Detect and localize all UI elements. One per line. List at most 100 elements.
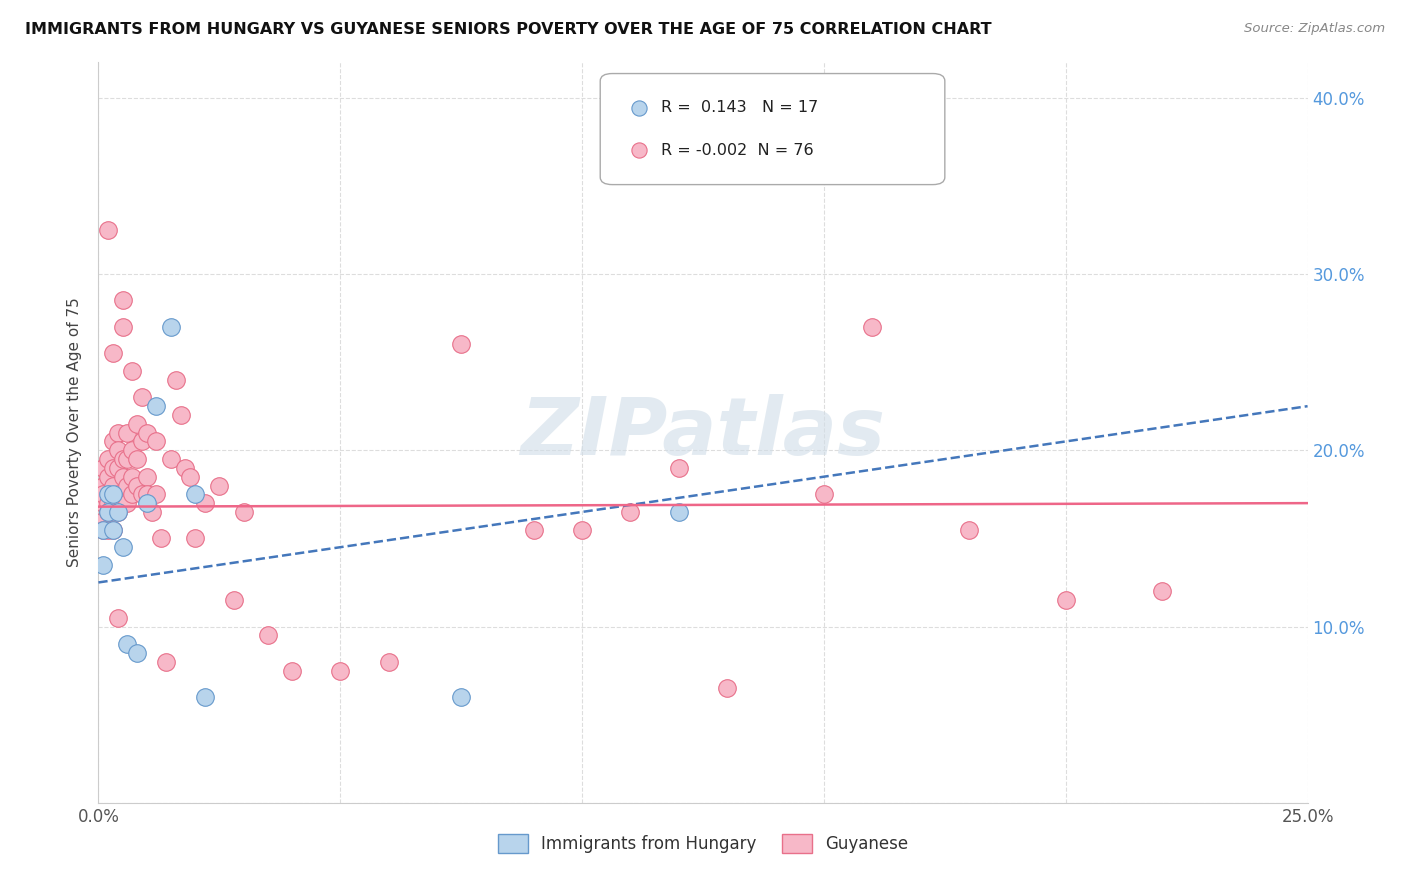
Point (957, 523, 980, 537)
Point (668, 505, 690, 519)
Point (329, 664, 352, 678)
Point (1054, 593, 1077, 607)
Point (111, 540, 134, 554)
Point (91, 478, 114, 492)
Point (131, 487, 153, 501)
Point (107, 487, 129, 501)
Point (117, 425, 139, 440)
Point (813, 487, 835, 501)
Point (131, 390, 153, 404)
Text: IMMIGRANTS FROM HUNGARY VS GUYANESE SENIORS POVERTY OVER THE AGE OF 75 CORRELATI: IMMIGRANTS FROM HUNGARY VS GUYANESE SENI… (25, 22, 993, 37)
Point (121, 487, 143, 501)
Text: R =  0.143   N = 17: R = 0.143 N = 17 (661, 101, 818, 115)
Point (101, 487, 124, 501)
Point (101, 346, 124, 360)
Point (127, 417, 149, 431)
Point (232, 505, 254, 519)
Point (174, 461, 197, 475)
Point (97, 487, 120, 501)
Point (121, 469, 143, 483)
Point (91, 523, 114, 537)
Point (91, 558, 114, 572)
Point (1152, 584, 1174, 599)
Point (281, 664, 304, 678)
Point (127, 646, 149, 660)
Point (127, 452, 149, 467)
Point (111, 319, 134, 334)
Point (101, 496, 124, 510)
Point (179, 469, 201, 483)
Point (107, 505, 129, 519)
Point (571, 523, 593, 537)
Point (160, 452, 183, 467)
Point (107, 505, 129, 519)
Point (111, 469, 134, 483)
Point (111, 452, 134, 467)
Point (91, 523, 114, 537)
Point (155, 655, 177, 669)
Point (107, 443, 129, 458)
Point (450, 690, 472, 704)
Legend: Immigrants from Hungary, Guyanese: Immigrants from Hungary, Guyanese (489, 825, 917, 861)
Point (97, 452, 120, 467)
Point (450, 337, 472, 351)
Point (135, 496, 157, 510)
Point (117, 478, 139, 492)
Text: ZIPatlas: ZIPatlas (520, 393, 886, 472)
Point (107, 461, 129, 475)
Point (127, 478, 149, 492)
Point (860, 319, 883, 334)
Point (117, 637, 139, 651)
Point (668, 461, 690, 475)
Point (194, 690, 217, 704)
Point (97, 223, 120, 237)
Point (111, 496, 134, 510)
Point (101, 523, 124, 537)
Point (165, 373, 187, 387)
Point (117, 496, 139, 510)
Point (101, 461, 124, 475)
Point (377, 655, 399, 669)
Point (716, 681, 738, 696)
Point (97, 523, 120, 537)
Point (184, 487, 207, 501)
Point (117, 452, 139, 467)
Text: R = -0.002  N = 76: R = -0.002 N = 76 (661, 143, 813, 158)
Point (131, 434, 153, 449)
Point (107, 610, 129, 624)
Point (194, 496, 217, 510)
Point (91, 461, 114, 475)
Point (91, 514, 114, 528)
Point (135, 487, 157, 501)
Point (256, 628, 278, 642)
Point (169, 408, 191, 422)
Point (145, 487, 167, 501)
Point (160, 319, 183, 334)
Point (121, 364, 143, 378)
Point (111, 293, 134, 308)
Point (141, 505, 163, 519)
Point (107, 425, 129, 440)
Point (121, 443, 143, 458)
Point (184, 532, 207, 546)
Point (101, 478, 124, 492)
Point (91, 496, 114, 510)
Point (145, 399, 167, 413)
Y-axis label: Seniors Poverty Over the Age of 75: Seniors Poverty Over the Age of 75 (67, 298, 83, 567)
Point (619, 505, 641, 519)
Point (101, 434, 124, 449)
FancyBboxPatch shape (600, 73, 945, 185)
Point (97, 505, 120, 519)
Text: Source: ZipAtlas.com: Source: ZipAtlas.com (1244, 22, 1385, 36)
Point (523, 523, 546, 537)
Point (150, 532, 173, 546)
Point (208, 478, 231, 492)
Point (135, 425, 157, 440)
Point (222, 593, 245, 607)
Point (135, 469, 157, 483)
Point (101, 523, 124, 537)
Point (145, 434, 167, 449)
Point (97, 469, 120, 483)
Point (91, 487, 114, 501)
Point (97, 505, 120, 519)
